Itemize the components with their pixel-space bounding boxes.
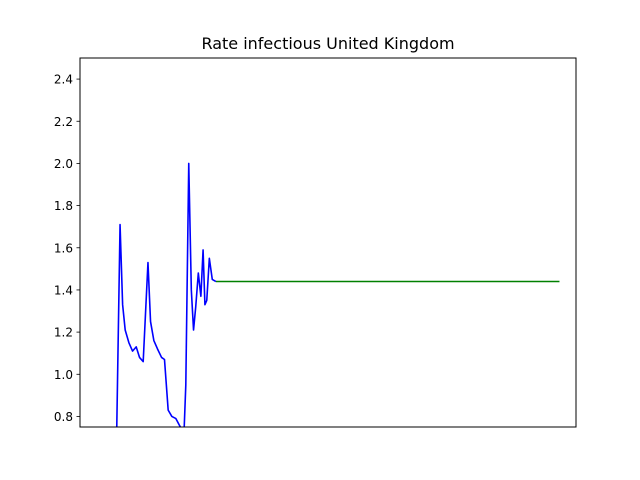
y-tick-label: 0.8 <box>54 410 73 424</box>
plot-area <box>79 57 577 428</box>
plot-frame <box>79 57 577 428</box>
y-tick-label: 2.2 <box>54 115 73 129</box>
y-tick-label: 1.6 <box>54 241 73 255</box>
y-tick-label: 1.0 <box>54 368 73 382</box>
y-tick-label: 1.8 <box>54 199 73 213</box>
y-tick-label: 1.2 <box>54 326 73 340</box>
y-tick-label: 2.0 <box>54 157 73 171</box>
y-tick-label: 1.4 <box>54 283 73 297</box>
series-line-0 <box>115 162 217 427</box>
y-axis: 0.8 1.0 1.2 1.4 1.6 1.8 2.0 2.2 2.4 <box>54 73 80 424</box>
y-tick-label: 2.4 <box>54 73 73 87</box>
chart-title: Rate infectious United Kingdom <box>201 34 454 53</box>
